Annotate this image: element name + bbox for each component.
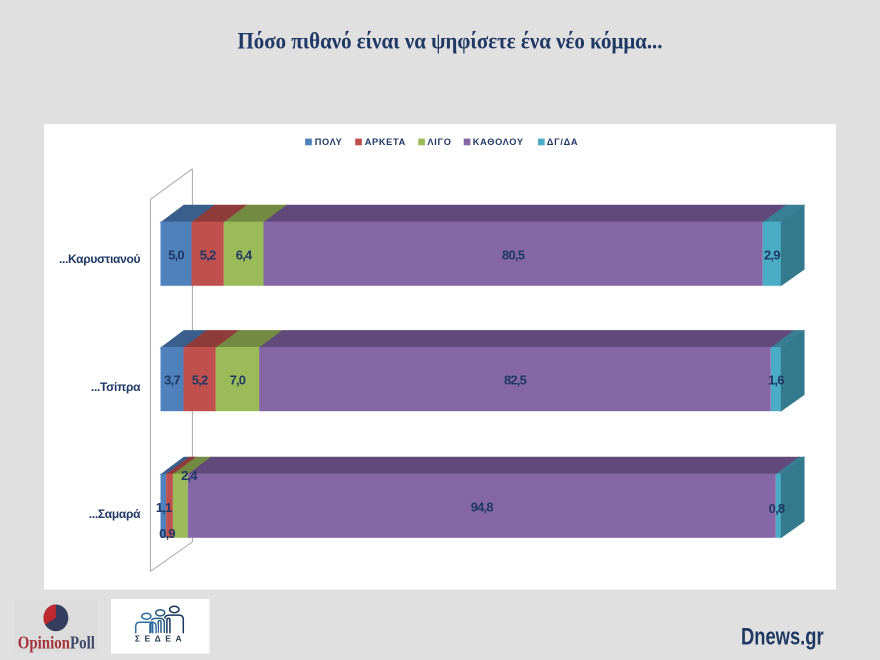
svg-text:...Καρυστιανού: ...Καρυστιανού: [59, 252, 141, 266]
svg-text:Πόσο πιθανό είναι να ψηφίσετε: Πόσο πιθανό είναι να ψηφίσετε ένα νέο κό…: [237, 28, 662, 54]
svg-text:7,0: 7,0: [230, 373, 246, 388]
svg-text:ΔΓ/ΔΑ: ΔΓ/ΔΑ: [547, 137, 578, 147]
svg-text:ΚΑΘΟΛΟΥ: ΚΑΘΟΛΟΥ: [473, 137, 524, 147]
svg-text:...Σαμαρά: ...Σαμαρά: [89, 507, 141, 521]
svg-text:2,9: 2,9: [764, 247, 780, 262]
svg-text:0,9: 0,9: [159, 526, 175, 541]
svg-text:ΣΕΔΕΑ: ΣΕΔΕΑ: [135, 634, 186, 644]
svg-text:ΠΟΛΥ: ΠΟΛΥ: [315, 137, 343, 147]
svg-text:...Τσίπρα: ...Τσίπρα: [91, 380, 141, 394]
svg-text:ΑΡΚΕΤΑ: ΑΡΚΕΤΑ: [365, 137, 406, 147]
svg-text:80,5: 80,5: [502, 247, 525, 262]
svg-text:5,2: 5,2: [200, 247, 216, 262]
svg-text:5,2: 5,2: [192, 373, 208, 388]
svg-text:1,6: 1,6: [768, 373, 784, 388]
svg-text:5,0: 5,0: [168, 247, 184, 262]
svg-text:94,8: 94,8: [471, 499, 494, 514]
svg-text:3,7: 3,7: [164, 373, 180, 388]
svg-text:6,4: 6,4: [236, 247, 253, 262]
svg-text:2,4: 2,4: [181, 468, 198, 483]
svg-text:82,5: 82,5: [504, 373, 527, 388]
svg-text:OpinionPoll: OpinionPoll: [18, 632, 96, 653]
svg-text:1,1: 1,1: [156, 500, 172, 515]
svg-text:Dnews.gr: Dnews.gr: [741, 623, 824, 650]
svg-text:ΛΙΓΟ: ΛΙΓΟ: [427, 137, 451, 147]
svg-text:0,8: 0,8: [769, 501, 785, 516]
